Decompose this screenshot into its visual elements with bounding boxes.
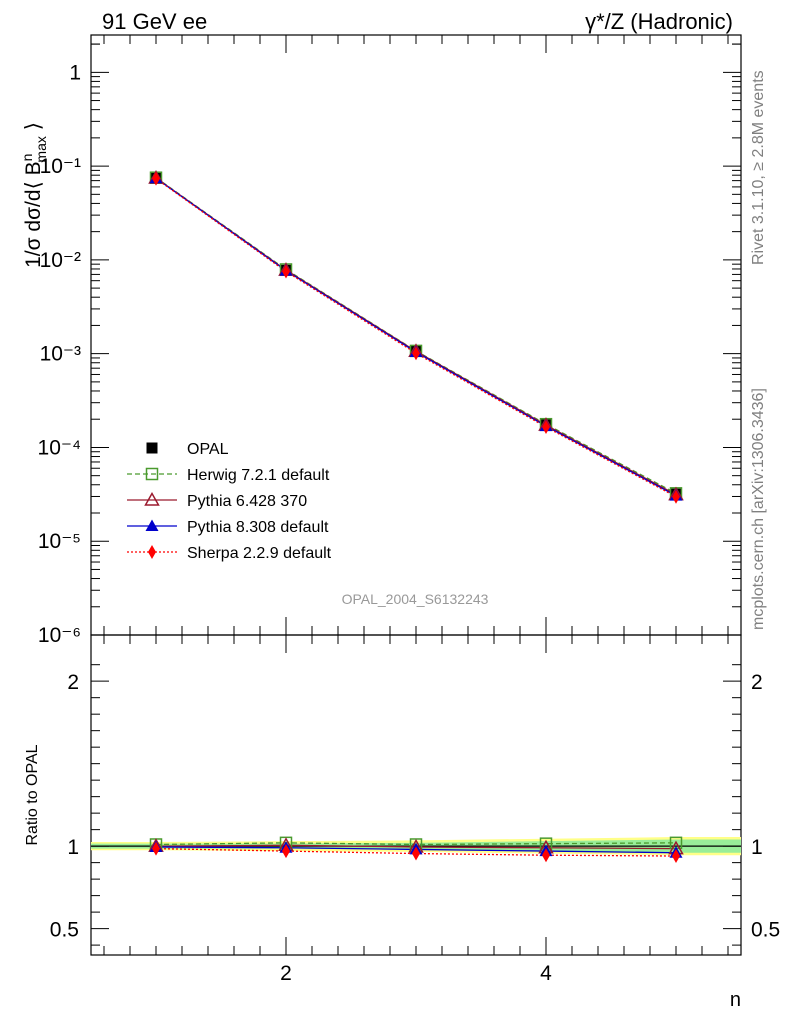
legend-item-herwig-7-2-1-default: Herwig 7.2.1 default xyxy=(127,467,330,484)
main-y-tick-label: 10⁻⁴ xyxy=(38,436,81,459)
main-point-sherpa-2-2-9-default xyxy=(542,420,550,435)
x-tick-label: 2 xyxy=(280,962,292,985)
main-y-ticks: 1 10⁻¹ 10⁻² 10⁻³ 10⁻⁴ 10⁻⁵ 10⁻⁶ xyxy=(38,35,741,647)
legend-label: Pythia 6.428 370 xyxy=(187,493,307,510)
header-left: 91 GeV ee xyxy=(102,9,207,34)
legend-item-opal: OPAL xyxy=(146,441,229,458)
main-point-sherpa-2-2-9-default xyxy=(282,264,290,279)
header-right: γ*/Z (Hadronic) xyxy=(585,9,733,34)
legend-marker xyxy=(144,491,160,506)
main-y-tick-label: 10⁻¹ xyxy=(40,155,81,178)
legend-marker xyxy=(146,442,158,454)
main-series-group xyxy=(148,169,684,504)
legend-item-pythia-6-428-370: Pythia 6.428 370 xyxy=(127,491,307,510)
main-y-tick-label: 1 xyxy=(69,61,81,84)
main-y-tick-label: 10⁻³ xyxy=(40,343,81,366)
ratio-y-axis-label: Ratio to OPAL xyxy=(24,744,41,845)
rivet-label: Rivet 3.1.10, ≥ 2.8M events xyxy=(750,70,767,265)
legend-label: OPAL xyxy=(187,441,229,458)
ratio-y-tick-label: 2 xyxy=(67,671,79,694)
ratio-ticks: 0.5 0.5 1 1 2 2 2 4 xyxy=(50,635,780,985)
analysis-watermark: OPAL_2004_S6132243 xyxy=(342,591,489,607)
mcplots-label: mcplots.cern.ch [arXiv:1306.3436] xyxy=(750,388,767,630)
legend: OPAL Herwig 7.2.1 default Pythia 6.428 370… xyxy=(127,441,332,562)
main-line-pythia-8-308-default xyxy=(155,177,677,497)
ratio-point-sherpa-2-2-9-default xyxy=(672,849,680,864)
legend-marker xyxy=(145,467,159,481)
main-line-pythia-6-428-370 xyxy=(155,177,677,496)
main-point-sherpa-2-2-9-default xyxy=(672,489,680,504)
ratio-y-tick-label: 1 xyxy=(67,836,79,859)
main-y-tick-label: 10⁻² xyxy=(40,249,81,272)
legend-marker xyxy=(148,545,156,559)
legend-item-pythia-8-308-default: Pythia 8.308 default xyxy=(127,519,329,536)
ratio-plot-frame xyxy=(90,634,742,956)
main-y-axis-label: 1/σ dσ/d⟨ Bnmax ⟩ xyxy=(19,122,49,268)
main-y-tick-label: 10⁻⁶ xyxy=(38,624,81,647)
ratio-point-sherpa-2-2-9-default xyxy=(412,846,420,861)
legend-label: Herwig 7.2.1 default xyxy=(187,467,330,484)
ratio-point-sherpa-2-2-9-default xyxy=(152,841,160,856)
main-point-sherpa-2-2-9-default xyxy=(412,346,420,361)
main-y-tick-label: 10⁻⁵ xyxy=(38,530,81,553)
x-axis-label: n xyxy=(730,989,741,1011)
main-point-sherpa-2-2-9-default xyxy=(152,171,160,186)
main-line-sherpa-2-2-9-default xyxy=(155,178,677,498)
ratio-y-tick-label-right: 0.5 xyxy=(751,919,780,942)
ratio-point-sherpa-2-2-9-default xyxy=(542,848,550,863)
main-plot-panel: 1 10⁻¹ 10⁻² 10⁻³ 10⁻⁴ 10⁻⁵ 10⁻⁶ 1/σ dσ/d⟨ Bnma… xyxy=(19,34,742,647)
ratio-y-tick-label-right: 1 xyxy=(751,836,763,859)
ratio-y-tick-label: 0.5 xyxy=(50,919,79,942)
ratio-series-group xyxy=(148,836,684,864)
ratio-plot-panel: 0.5 0.5 1 1 2 2 2 4 Ratio to OPAL n xyxy=(24,634,780,1011)
legend-label: Sherpa 2.2.9 default xyxy=(187,545,332,562)
main-line-herwig-7-2-1-default xyxy=(155,177,677,494)
ratio-y-tick-label-right: 2 xyxy=(751,671,763,694)
legend-marker xyxy=(145,519,159,531)
legend-item-sherpa-2-2-9-default: Sherpa 2.2.9 default xyxy=(127,545,332,562)
ratio-point-sherpa-2-2-9-default xyxy=(282,844,290,859)
legend-label: Pythia 8.308 default xyxy=(187,519,329,536)
x-tick-label: 4 xyxy=(540,962,552,985)
